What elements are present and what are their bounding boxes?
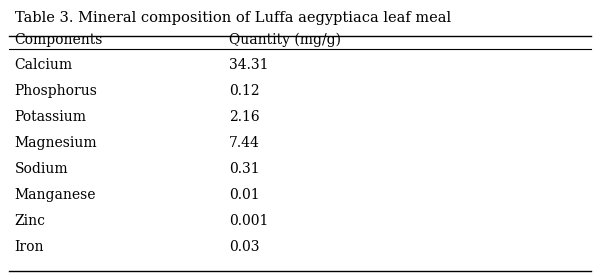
Text: Calcium: Calcium (14, 58, 73, 72)
Text: Iron: Iron (14, 240, 44, 254)
Text: Zinc: Zinc (14, 214, 46, 228)
Text: Manganese: Manganese (14, 188, 96, 202)
Text: 7.44: 7.44 (229, 136, 260, 150)
Text: 0.12: 0.12 (229, 84, 259, 98)
Text: 0.03: 0.03 (229, 240, 259, 254)
Text: Components: Components (14, 33, 103, 47)
Text: Table 3. Mineral composition of Luffa aegyptiaca leaf meal: Table 3. Mineral composition of Luffa ae… (14, 11, 451, 25)
Text: 0.31: 0.31 (229, 162, 259, 176)
Text: Magnesium: Magnesium (14, 136, 97, 150)
Text: 2.16: 2.16 (229, 110, 259, 124)
Text: Quantity (mg/g): Quantity (mg/g) (229, 32, 341, 47)
Text: Phosphorus: Phosphorus (14, 84, 98, 98)
Text: Sodium: Sodium (14, 162, 68, 176)
Text: 0.01: 0.01 (229, 188, 259, 202)
Text: 0.001: 0.001 (229, 214, 268, 228)
Text: 34.31: 34.31 (229, 58, 268, 72)
Text: Potassium: Potassium (14, 110, 86, 124)
